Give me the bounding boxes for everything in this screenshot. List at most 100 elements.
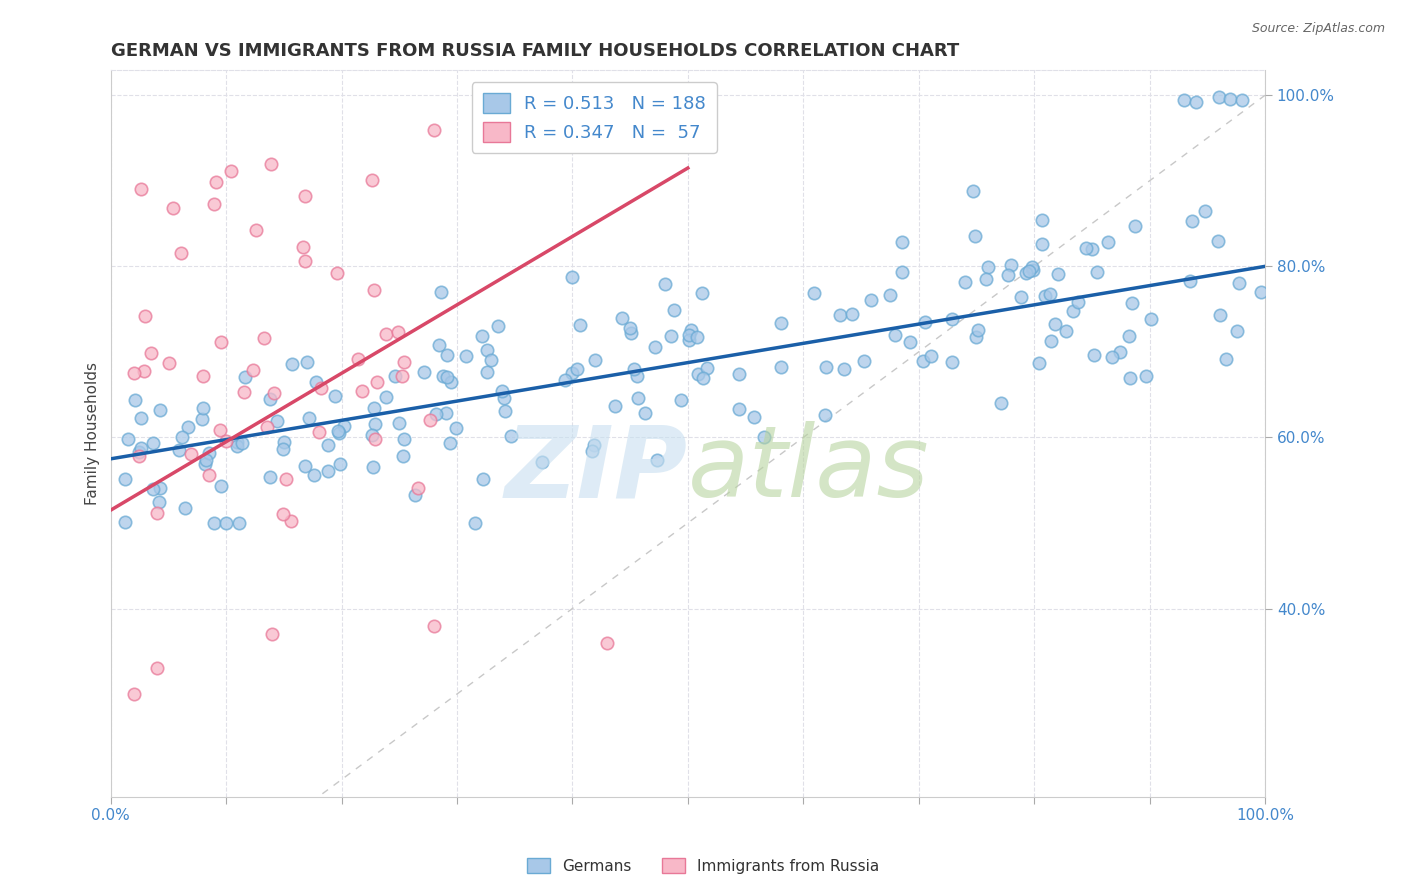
Text: Source: ZipAtlas.com: Source: ZipAtlas.com bbox=[1251, 22, 1385, 36]
Point bbox=[209, 334, 232, 349]
Point bbox=[769, 316, 792, 330]
Point bbox=[1022, 262, 1045, 277]
Point bbox=[965, 229, 987, 244]
Point bbox=[131, 442, 153, 456]
Point bbox=[326, 266, 349, 280]
Point bbox=[1083, 348, 1105, 362]
Point bbox=[678, 328, 700, 343]
Point bbox=[134, 309, 156, 323]
Point bbox=[852, 354, 875, 368]
Point bbox=[965, 330, 987, 344]
Point bbox=[1028, 356, 1050, 370]
Point bbox=[941, 355, 963, 369]
Point bbox=[392, 354, 415, 368]
Point bbox=[191, 401, 214, 416]
Point bbox=[131, 182, 153, 196]
Point bbox=[361, 173, 384, 187]
Point bbox=[413, 365, 436, 379]
Point bbox=[205, 175, 228, 189]
Point bbox=[692, 371, 714, 385]
Point bbox=[470, 329, 492, 343]
Point bbox=[1062, 303, 1084, 318]
Point bbox=[681, 323, 703, 337]
Point bbox=[479, 352, 502, 367]
Point bbox=[659, 329, 682, 343]
Point bbox=[209, 478, 232, 492]
Point bbox=[1033, 289, 1056, 303]
Point bbox=[194, 453, 217, 467]
Point bbox=[1135, 368, 1157, 383]
Point bbox=[1081, 242, 1104, 256]
Point bbox=[124, 393, 146, 408]
Point bbox=[149, 481, 172, 495]
Point bbox=[259, 157, 281, 171]
Point bbox=[1230, 94, 1253, 108]
Point bbox=[752, 430, 775, 444]
Point bbox=[1021, 260, 1043, 275]
Point bbox=[626, 369, 648, 384]
Point bbox=[690, 285, 713, 300]
Point bbox=[423, 618, 446, 632]
Point bbox=[742, 409, 765, 424]
Point bbox=[129, 411, 152, 425]
Point bbox=[329, 457, 352, 471]
Text: GERMAN VS IMMIGRANTS FROM RUSSIA FAMILY HOUSEHOLDS CORRELATION CHART: GERMAN VS IMMIGRANTS FROM RUSSIA FAMILY … bbox=[111, 42, 959, 60]
Point bbox=[132, 364, 155, 378]
Point bbox=[914, 316, 936, 330]
Point bbox=[728, 367, 751, 381]
Point bbox=[350, 384, 373, 398]
Point bbox=[1226, 324, 1249, 338]
Point bbox=[394, 432, 416, 446]
Point bbox=[619, 321, 641, 335]
Point bbox=[128, 450, 150, 464]
Point bbox=[464, 516, 486, 530]
Point bbox=[198, 446, 221, 460]
Point bbox=[769, 359, 792, 374]
Point bbox=[1097, 235, 1119, 249]
Point bbox=[727, 402, 749, 417]
Point bbox=[294, 254, 316, 268]
Point bbox=[253, 331, 276, 345]
Point bbox=[180, 447, 202, 461]
Point bbox=[142, 436, 165, 450]
Point bbox=[122, 687, 145, 701]
Point bbox=[191, 412, 214, 426]
Point bbox=[531, 455, 554, 469]
Point bbox=[364, 417, 387, 431]
Point bbox=[627, 392, 650, 406]
Point bbox=[148, 494, 170, 508]
Point bbox=[363, 283, 385, 297]
Point bbox=[990, 396, 1012, 410]
Point bbox=[1031, 237, 1053, 252]
Point bbox=[1206, 234, 1229, 248]
Point bbox=[221, 163, 243, 178]
Point bbox=[582, 438, 605, 452]
Point bbox=[263, 386, 285, 401]
Point bbox=[308, 425, 330, 439]
Text: ZIP: ZIP bbox=[505, 421, 688, 518]
Point bbox=[941, 311, 963, 326]
Point bbox=[305, 375, 328, 389]
Point bbox=[316, 464, 339, 478]
Point bbox=[685, 330, 707, 344]
Point bbox=[997, 268, 1019, 282]
Point bbox=[1047, 268, 1070, 282]
Text: atlas: atlas bbox=[688, 421, 929, 518]
Point bbox=[326, 424, 349, 438]
Point bbox=[209, 423, 232, 437]
Point bbox=[233, 369, 256, 384]
Point bbox=[920, 349, 942, 363]
Point bbox=[634, 406, 657, 420]
Point bbox=[434, 406, 457, 420]
Point bbox=[1121, 296, 1143, 310]
Point bbox=[117, 432, 139, 446]
Point bbox=[554, 373, 576, 387]
Point bbox=[610, 310, 633, 325]
Point bbox=[1039, 286, 1062, 301]
Point bbox=[471, 472, 494, 486]
Point bbox=[1085, 265, 1108, 279]
Point bbox=[1209, 308, 1232, 322]
Point bbox=[830, 308, 852, 322]
Point bbox=[439, 436, 461, 450]
Point bbox=[1178, 274, 1201, 288]
